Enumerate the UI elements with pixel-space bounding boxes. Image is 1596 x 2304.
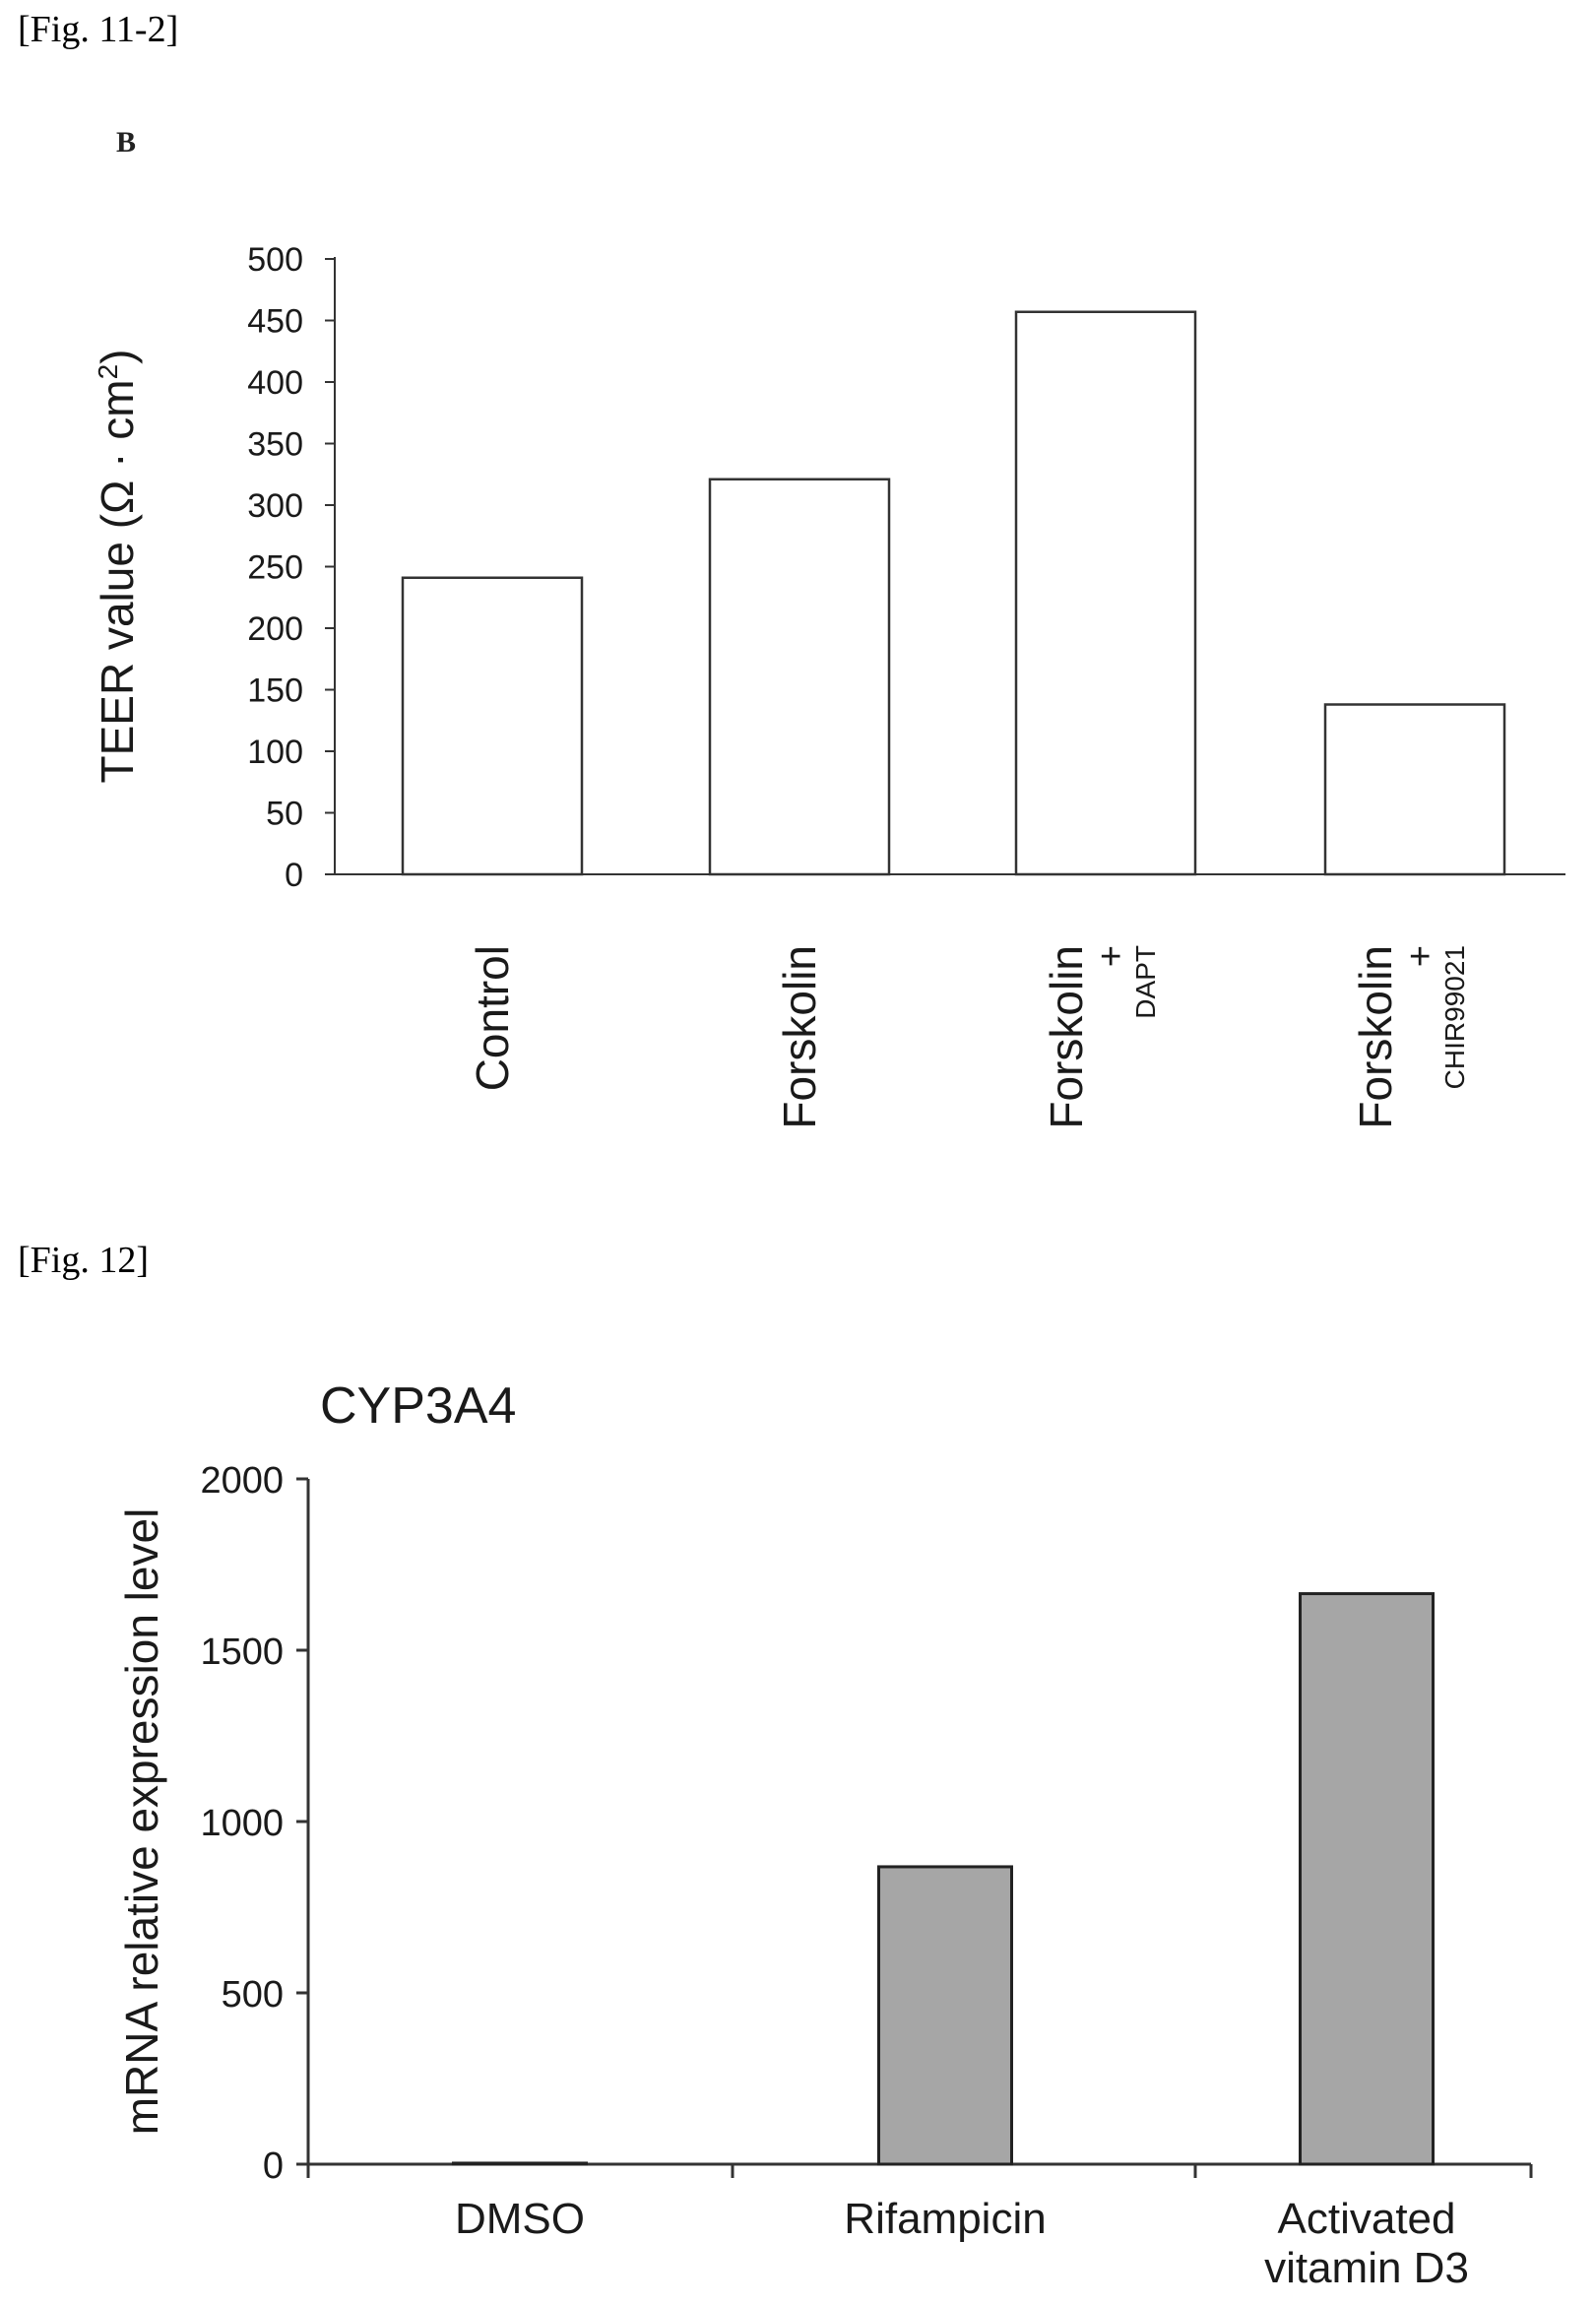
y-axis-label: mRNA relative expression level [116, 1508, 167, 2136]
x-tick-label: DAPT [1130, 945, 1161, 1019]
y-tick-label: 1500 [200, 1632, 284, 1673]
y-tick-label: 200 [247, 610, 303, 648]
bar [452, 2161, 588, 2166]
x-tick-label: DMSO [455, 2195, 585, 2243]
x-tick-label: + [1091, 945, 1132, 967]
bar [877, 1865, 1013, 2166]
y-tick-label: 400 [247, 364, 303, 402]
x-tick-label: vitamin D3 [1264, 2244, 1469, 2292]
teer-bar-chart: 0 50 100 150 200 250 300 350 400 450 500 TEER value… [92, 241, 1565, 1129]
figure-label-11-2: [Fig. 11-2] [18, 9, 179, 50]
x-tick-label: + [1400, 945, 1441, 967]
y-tick-label: 2000 [200, 1460, 284, 1502]
x-tick-label: Forskolin [774, 945, 825, 1129]
bar [401, 576, 584, 876]
y-tick-label: 500 [247, 241, 303, 279]
y-tick-label: 0 [285, 857, 303, 894]
bar [1299, 1592, 1435, 2166]
panel-letter: B [116, 126, 137, 159]
y-tick-label: 300 [247, 487, 303, 525]
x-tick-label: Activated [1278, 2195, 1456, 2243]
y-tick-label: 100 [247, 734, 303, 771]
bar [708, 478, 891, 876]
chart-title: CYP3A4 [320, 1377, 516, 1435]
bar [1323, 703, 1506, 876]
figure-label-12: [Fig. 12] [18, 1240, 149, 1281]
x-tick-label: CHIR99021 [1439, 945, 1470, 1089]
x-tick-label: Forskolin [1350, 945, 1401, 1129]
x-tick-label: Rifampicin [844, 2195, 1046, 2243]
y-axis-label: TEER value (Ω · cm2) [92, 349, 143, 783]
y-tick-label: 50 [266, 796, 303, 833]
y-tick-label: 450 [247, 303, 303, 341]
y-tick-label: 150 [247, 672, 303, 710]
y-tick-label: 500 [222, 1974, 284, 2016]
x-tick-label: Forskolin [1041, 945, 1092, 1129]
y-tick-label: 1000 [200, 1803, 284, 1844]
x-tick-label: Control [467, 945, 518, 1091]
y-tick-label: 250 [247, 549, 303, 587]
bar [1014, 310, 1197, 876]
y-tick-label: 0 [263, 2145, 284, 2187]
y-tick-label: 350 [247, 426, 303, 464]
